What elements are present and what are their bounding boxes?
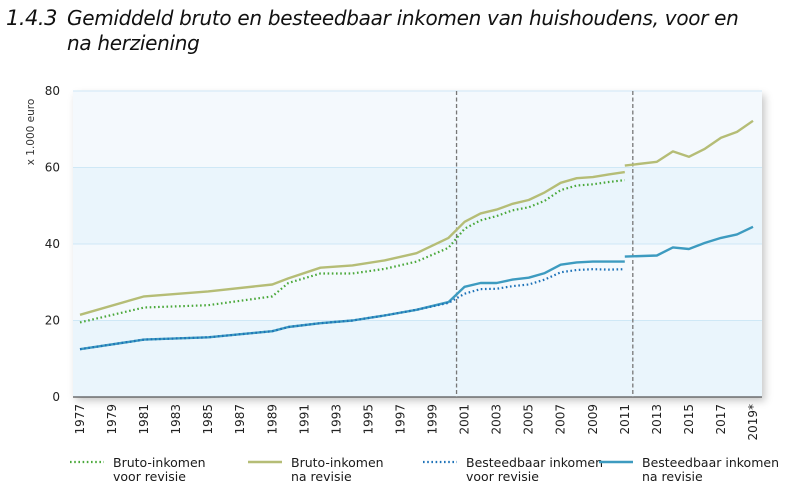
legend-swatch-dotted-green xyxy=(70,460,104,464)
legend-item-bruto-na: Bruto-inkomen na revisie xyxy=(248,456,384,484)
legend-swatch-solid-teal xyxy=(599,460,633,464)
legend-swatch-solid-olive xyxy=(248,460,282,464)
x-tick-label: 1997 xyxy=(393,404,407,435)
legend-label: Besteedbaar inkomen na revisie xyxy=(642,455,779,484)
y-axis-label: x 1.000 euro xyxy=(25,99,37,166)
x-tick-label: 2003 xyxy=(490,404,504,435)
x-tick-label: 1987 xyxy=(233,404,247,435)
series-line-bruto-inkomen-na-revisie xyxy=(79,170,625,316)
x-tick-label: 1985 xyxy=(201,404,215,435)
x-tick-label: 2019* xyxy=(746,404,760,441)
x-tick-label: 1995 xyxy=(361,404,375,435)
chart-number: 1.4.3 xyxy=(6,6,57,30)
y-tick-label: 20 xyxy=(45,314,60,328)
plot-band xyxy=(73,91,762,168)
legend-label: Besteedbaar inkomen voor revisie xyxy=(466,455,603,484)
series-line-besteedbaar-inkomen-na-revisie xyxy=(624,225,754,258)
x-tick-label: 1983 xyxy=(169,404,183,435)
x-tick-label: 2001 xyxy=(458,404,472,435)
series-line-besteedbaar-inkomen-voor-revisie xyxy=(79,268,625,351)
plot-band xyxy=(73,320,762,397)
chart-title: Gemiddeld bruto en besteedbaar inkomen v… xyxy=(67,6,739,55)
x-tick-label: 2009 xyxy=(586,404,600,435)
x-tick-label: 2017 xyxy=(714,404,728,435)
legend-item-besteedbaar-voor: Besteedbaar inkomen voor revisie xyxy=(423,456,603,484)
x-tick-label: 1979 xyxy=(105,404,119,435)
x-tick-label: 2015 xyxy=(682,404,696,435)
legend-label: Bruto-inkomen voor revisie xyxy=(113,455,206,484)
x-tick-label: 1989 xyxy=(265,404,279,435)
x-tick-label: 1977 xyxy=(73,404,87,435)
y-tick-label: 40 xyxy=(45,237,60,251)
x-tick-label: 1981 xyxy=(137,404,151,435)
legend: Bruto-inkomen voor revisie Bruto-inkomen… xyxy=(0,456,800,496)
plot-band xyxy=(73,167,762,244)
x-tick-label: 2007 xyxy=(554,404,568,435)
y-tick-label: 0 xyxy=(52,390,60,404)
legend-swatch-dotted-blue xyxy=(423,460,457,464)
x-tick-label: 1991 xyxy=(297,404,311,435)
x-tick-label: 2011 xyxy=(618,404,632,435)
x-tick-label: 2005 xyxy=(522,404,536,435)
y-tick-label: 60 xyxy=(45,161,60,175)
x-tick-label: 1999 xyxy=(426,404,440,435)
series-line-bruto-inkomen-voor-revisie xyxy=(79,179,625,324)
series-line-bruto-inkomen-na-revisie xyxy=(624,119,754,167)
x-tick-label: 1993 xyxy=(329,404,343,435)
x-tick-label: 2013 xyxy=(650,404,664,435)
y-tick-label: 80 xyxy=(45,84,60,98)
legend-item-besteedbaar-na: Besteedbaar inkomen na revisie xyxy=(599,456,779,484)
legend-label: Bruto-inkomen na revisie xyxy=(291,455,384,484)
legend-item-bruto-voor: Bruto-inkomen voor revisie xyxy=(70,456,206,484)
